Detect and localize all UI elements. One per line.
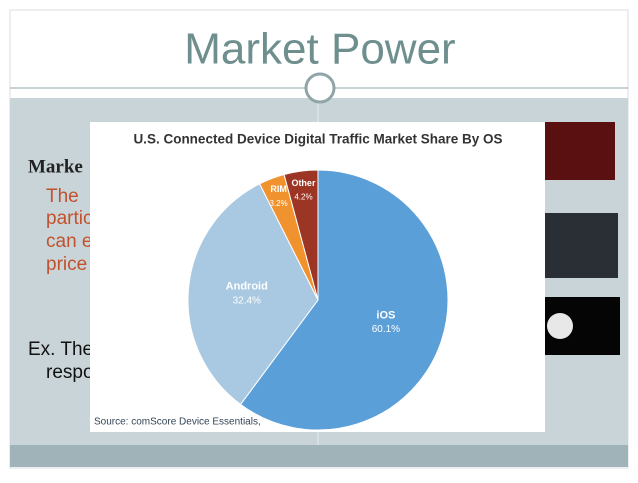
slice-value: 60.1% (372, 324, 400, 335)
body-line: The (46, 186, 79, 207)
pie-slice (239, 169, 449, 431)
slice-value: 32.4% (233, 295, 261, 306)
slice-label: Other (291, 178, 316, 188)
apple-logo (547, 313, 573, 339)
slice-label: RIM (270, 184, 287, 194)
pie-slice (187, 183, 319, 406)
heading: Marke (28, 156, 83, 177)
body-line: partic (46, 208, 92, 229)
chart-source: Source: comScore Device Essentials, (94, 417, 261, 428)
photo-shoes (545, 213, 618, 278)
slice-label: Android (226, 281, 268, 293)
photo-cola (545, 122, 615, 180)
example-line: respo (46, 362, 94, 383)
body-line: can e (46, 231, 92, 252)
pie-slice (283, 169, 319, 301)
body-line: price (46, 254, 87, 275)
title-circle (304, 72, 336, 104)
chart-title: U.S. Connected Device Digital Traffic Ma… (133, 132, 502, 147)
slice-label: iOS (376, 309, 395, 321)
footer-bar (10, 445, 628, 467)
slice-value: 4.2% (294, 193, 312, 202)
example-line: Ex. The (28, 339, 93, 360)
slide-title: Market Power (184, 25, 455, 74)
slice-value: 3.2% (269, 199, 287, 208)
